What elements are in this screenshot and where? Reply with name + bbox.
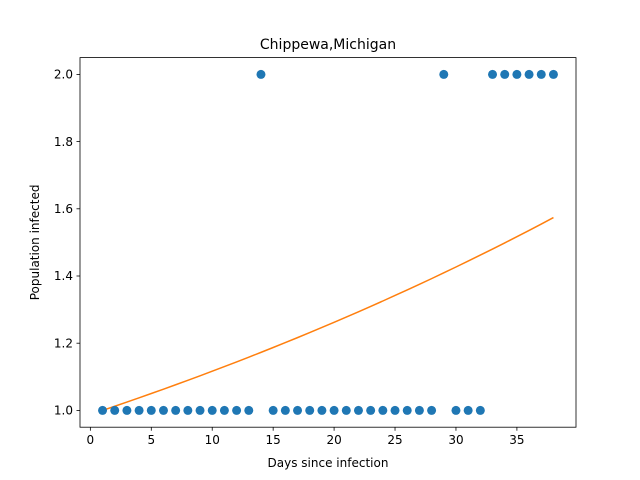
chart-title: Chippewa,Michigan: [260, 37, 396, 53]
data-point: [122, 405, 132, 415]
data-point: [536, 69, 546, 79]
x-tick-label: 10: [205, 433, 220, 447]
y-tick-label: 1.6: [54, 202, 73, 216]
data-point: [341, 405, 351, 415]
data-point: [366, 405, 376, 415]
data-point: [268, 405, 278, 415]
y-tick-label: 1.0: [54, 404, 73, 418]
data-point: [146, 405, 156, 415]
x-tick-label: 15: [266, 433, 281, 447]
data-point: [427, 405, 437, 415]
data-point: [110, 405, 120, 415]
data-point: [329, 405, 339, 415]
data-point: [305, 405, 315, 415]
x-tick-label: 30: [448, 433, 463, 447]
data-point: [280, 405, 290, 415]
data-point: [293, 405, 303, 415]
fit-line: [102, 216, 554, 412]
y-tick-label: 2.0: [54, 68, 73, 82]
data-point: [414, 405, 424, 415]
x-tick-label: 0: [87, 433, 95, 447]
data-point: [134, 405, 144, 415]
data-point: [475, 405, 485, 415]
x-axis-label: Days since infection: [268, 456, 389, 470]
y-tick-label: 1.8: [54, 135, 73, 149]
x-axis-ticks: 0 5 10 15 20 25 30 35: [87, 427, 525, 447]
fit-line-layer: [102, 216, 554, 412]
data-point: [244, 405, 254, 415]
data-point: [439, 69, 449, 79]
data-point: [378, 405, 388, 415]
data-point: [207, 405, 217, 415]
data-point: [402, 405, 412, 415]
data-point: [463, 405, 473, 415]
plot-area: [80, 57, 576, 428]
data-point: [500, 69, 510, 79]
data-point: [548, 69, 558, 79]
y-tick-label: 1.4: [54, 269, 73, 283]
x-tick-label: 25: [387, 433, 402, 447]
data-point: [524, 69, 534, 79]
data-point: [171, 405, 181, 415]
x-tick-label: 5: [147, 433, 155, 447]
data-point: [317, 405, 327, 415]
plot-frame: [79, 57, 577, 428]
y-axis-label: Population infected: [28, 185, 42, 301]
data-point: [512, 69, 522, 79]
data-point: [195, 405, 205, 415]
data-point: [390, 405, 400, 415]
x-tick-label: 20: [326, 433, 341, 447]
data-point: [232, 405, 242, 415]
data-point: [219, 405, 229, 415]
data-point: [353, 405, 363, 415]
y-axis-ticks: 1.0 1.2 1.4 1.6 1.8 2.0: [54, 68, 80, 418]
data-point: [158, 405, 168, 415]
data-point: [488, 69, 498, 79]
x-tick-label: 35: [509, 433, 524, 447]
scatter-points-layer: [98, 69, 558, 415]
data-point: [451, 405, 461, 415]
data-point: [183, 405, 193, 415]
data-point: [256, 69, 266, 79]
y-tick-label: 1.2: [54, 336, 73, 350]
data-point: [98, 405, 108, 415]
